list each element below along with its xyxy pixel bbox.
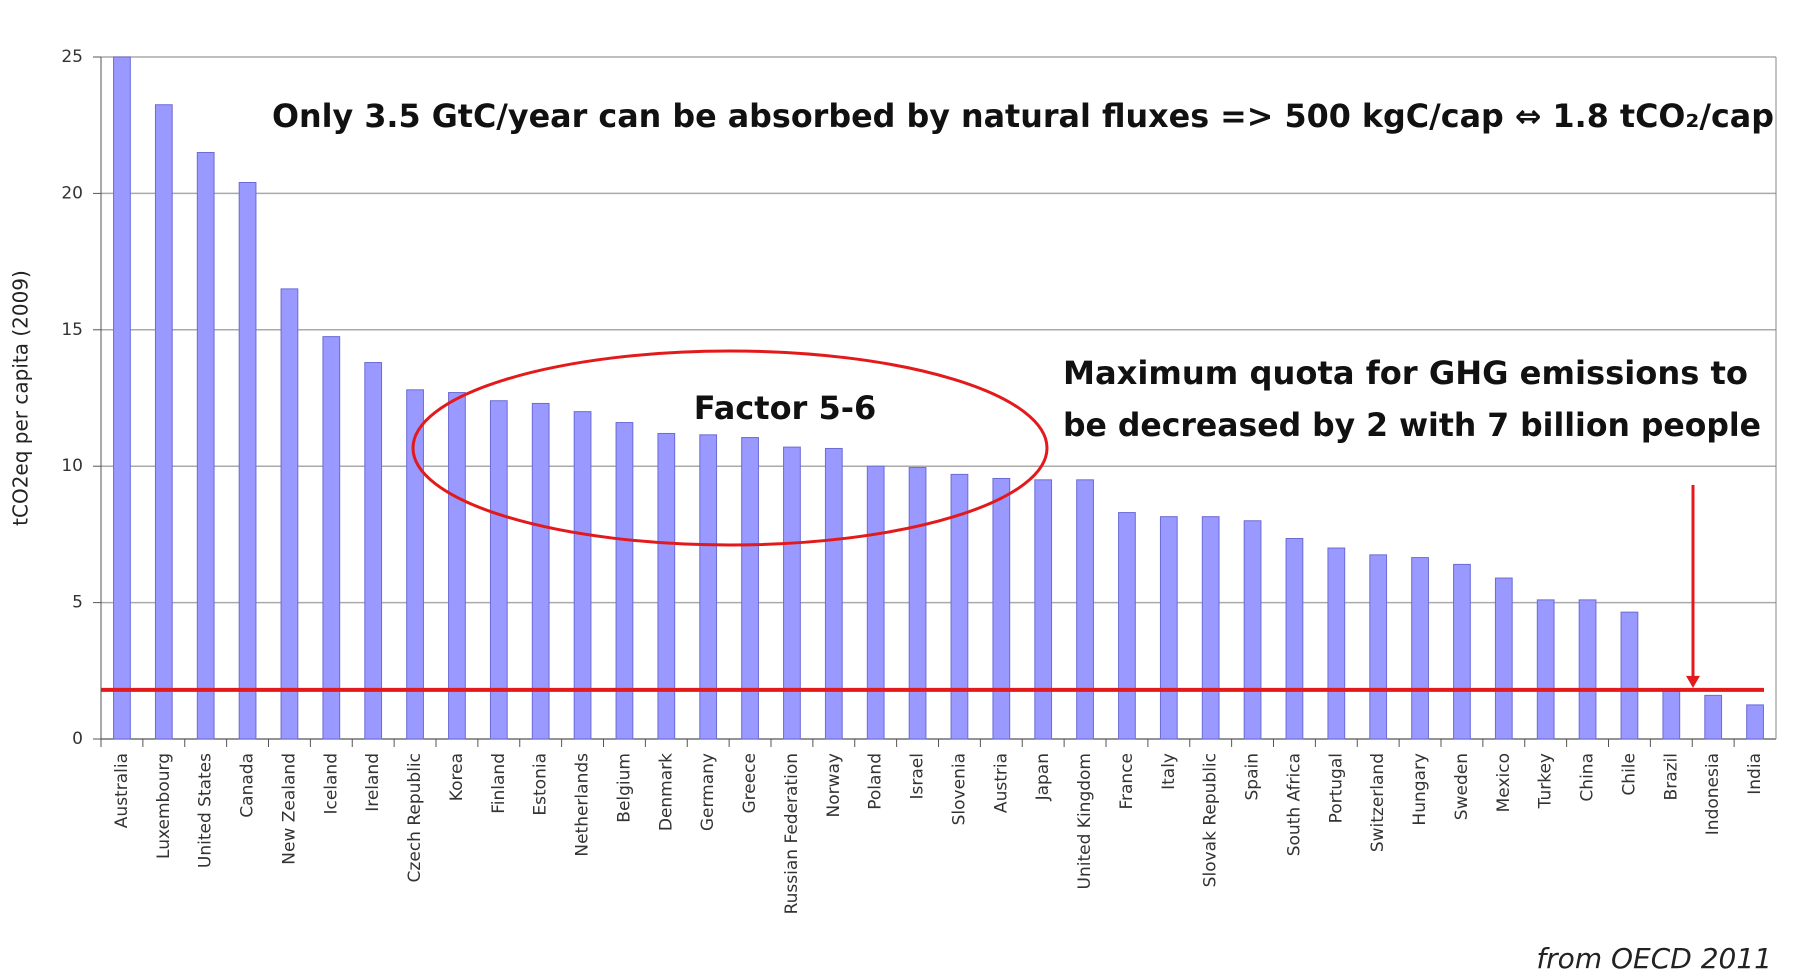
bar (1536, 599, 1555, 740)
y-tick-label: 10 (61, 456, 83, 476)
bar (1746, 704, 1764, 740)
quota-note: Maximum quota for GHG emissions to (1063, 354, 1748, 392)
bar (364, 362, 383, 740)
y-tick-label: 20 (61, 183, 83, 203)
quota-note: be decreased by 2 with 7 billion people (1063, 406, 1761, 444)
bar (615, 422, 634, 740)
x-tick-label: Switzerland (1368, 753, 1388, 852)
bar (1578, 599, 1597, 740)
x-tick-label: Iceland (321, 753, 341, 815)
bar (699, 434, 718, 740)
ellipse-label: Factor 5-6 (694, 389, 877, 427)
bar (154, 104, 173, 740)
bar (866, 465, 885, 740)
bar (1076, 479, 1094, 740)
x-tick-label: Canada (238, 753, 258, 818)
x-tick-label: South Africa (1284, 753, 1304, 856)
x-tick-label: Austria (991, 753, 1011, 813)
x-tick-label: Estonia (531, 753, 551, 816)
x-tick-label: Luxembourg (154, 753, 174, 859)
arrow-head (1686, 675, 1700, 688)
bar (657, 432, 676, 740)
bar (406, 389, 424, 740)
bar (741, 437, 759, 740)
grid (101, 56, 1776, 740)
bar (1159, 516, 1178, 740)
bar (1620, 611, 1639, 740)
y-tick-label: 5 (72, 593, 83, 613)
bar (1201, 516, 1220, 740)
x-tick-label: United Kingdom (1075, 753, 1095, 889)
x-tick-label: Russian Federation (782, 753, 802, 914)
y-tick-label: 25 (61, 47, 83, 67)
x-tick-label: Spain (1243, 753, 1263, 801)
x-tick-label: Poland (866, 753, 886, 810)
bar (238, 181, 257, 740)
x-tick-label: Chile (1619, 753, 1639, 796)
bar (1704, 694, 1723, 740)
y-tick-label: 15 (61, 320, 83, 340)
x-tick-label: China (1578, 753, 1598, 802)
x-tick-label: Australia (112, 753, 132, 828)
source: from OECD 2011 (1536, 942, 1772, 975)
x-tick-label: Israel (908, 753, 928, 799)
bar (196, 151, 215, 740)
bar (992, 477, 1011, 740)
x-tick-label: Ireland (363, 753, 383, 812)
y-axis-label: tCO2eq per capita (2009) (9, 270, 33, 526)
bar (1285, 537, 1304, 740)
bar (824, 447, 843, 740)
x-tick-label: France (1117, 753, 1137, 810)
bar (489, 400, 508, 740)
bar (1034, 479, 1053, 740)
bar (1369, 554, 1388, 740)
x-tick-label: Norway (824, 753, 844, 818)
x-tick-label: Portugal (1326, 753, 1346, 823)
headline: Only 3.5 GtC/year can be absorbed by nat… (272, 97, 1774, 135)
bar (1243, 520, 1262, 740)
bar (573, 411, 592, 740)
x-tick-label: Slovenia (949, 753, 969, 825)
bar (950, 473, 969, 740)
x-tick-label: Hungary (1410, 753, 1430, 826)
x-tick-label: United States (196, 753, 216, 868)
x-tick-label: Mexico (1494, 753, 1514, 812)
bar (1494, 577, 1513, 740)
x-tick-label: Czech Republic (405, 753, 425, 882)
bar (908, 467, 927, 740)
highlight-ellipse (411, 349, 1049, 547)
x-tick-label: Korea (447, 753, 467, 801)
bar (113, 56, 131, 740)
bar (531, 402, 550, 740)
x-tick-label: Belgium (614, 753, 634, 823)
bar (280, 288, 299, 740)
x-tick-label: India (1745, 753, 1765, 795)
x-tick-label: Greece (740, 753, 760, 814)
bar (1327, 547, 1346, 740)
x-tick-label: Italy (1159, 753, 1179, 790)
x-tick-label: Turkey (1536, 753, 1556, 809)
x-tick-label: Indonesia (1703, 753, 1723, 835)
x-tick-label: Slovak Republic (1201, 753, 1221, 887)
bar (1411, 557, 1429, 740)
bar (448, 392, 466, 740)
x-tick-label: New Zealand (279, 753, 299, 865)
y-tick-label: 0 (72, 729, 83, 749)
x-tick-label: Brazil (1661, 753, 1681, 800)
x-tick-label: Denmark (656, 753, 676, 831)
bar (783, 446, 801, 740)
bar (1453, 563, 1471, 740)
bar (1662, 690, 1681, 740)
x-tick-label: Germany (698, 753, 718, 831)
x-tick-label: Finland (489, 753, 509, 814)
x-tick-label: Japan (1033, 753, 1053, 801)
x-tick-label: Sweden (1452, 753, 1472, 820)
bar (322, 336, 341, 740)
bar (1118, 512, 1136, 740)
x-tick-label: Netherlands (573, 753, 593, 857)
